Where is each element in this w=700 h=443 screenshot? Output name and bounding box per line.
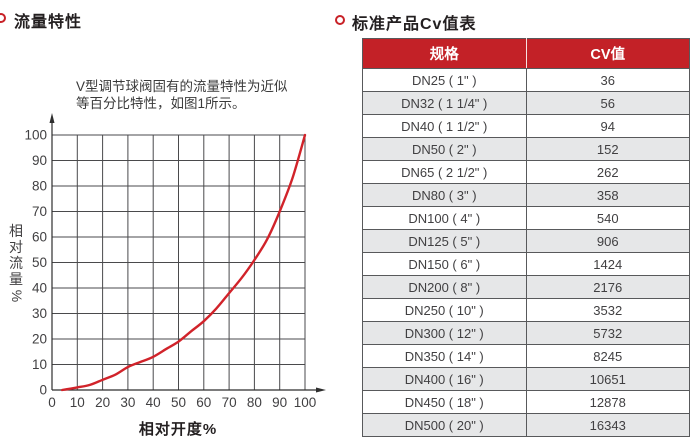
- spec-column-header: 规格: [362, 38, 526, 69]
- svg-text:10: 10: [70, 395, 85, 410]
- svg-text:90: 90: [272, 395, 287, 410]
- table-row: DN50 ( 2" ) 152: [362, 137, 690, 161]
- chart-grid: [51, 134, 306, 391]
- svg-text:60: 60: [196, 395, 211, 410]
- table-row: DN40 ( 1 1/2" ) 94: [362, 114, 690, 138]
- table-row: DN400 ( 16" ) 10651: [362, 367, 690, 391]
- spec-cell: DN300 ( 12" ): [362, 321, 527, 345]
- table-row: DN250 ( 10" ) 3532: [362, 298, 690, 322]
- table-row: DN200 ( 8" ) 2176: [362, 275, 690, 299]
- cv-column-header: CV值: [525, 38, 690, 69]
- chart-axes: [51, 122, 318, 391]
- svg-text:70: 70: [222, 395, 237, 410]
- table-row: DN450 ( 18" ) 12878: [362, 390, 690, 414]
- table-row: DN25 ( 1" ) 36: [362, 68, 690, 92]
- svg-text:80: 80: [247, 395, 262, 410]
- svg-text:100: 100: [294, 395, 317, 410]
- x-axis-label: 相对开度%: [139, 420, 217, 438]
- chart-annotation: V型调节球阀固有的流量特性为近似 等百分比特性，如图1所示。: [76, 79, 288, 112]
- cv-cell: 8245: [525, 344, 690, 368]
- x-axis-arrow-icon: [316, 387, 326, 393]
- cv-cell: 16343: [525, 413, 690, 437]
- flow-characteristic-title: 流量特性: [14, 14, 83, 31]
- chart-annotation-line1: V型调节球阀固有的流量特性为近似: [76, 79, 288, 94]
- cv-cell: 906: [525, 229, 690, 253]
- svg-text:流: 流: [9, 255, 23, 271]
- svg-text:相: 相: [9, 223, 23, 239]
- table-row: DN125 ( 5" ) 906: [362, 229, 690, 253]
- chart-annotation-line2: 等百分比特性，如图1所示。: [76, 95, 246, 111]
- spec-cell: DN32 ( 1 1/4" ): [362, 91, 527, 115]
- table-row: DN350 ( 14" ) 8245: [362, 344, 690, 368]
- svg-text:70: 70: [32, 204, 47, 219]
- cv-table-title: 标准产品Cv值表: [352, 16, 477, 33]
- table-row: DN300 ( 12" ) 5732: [362, 321, 690, 345]
- section-bullet-icon: [335, 15, 345, 25]
- svg-text:20: 20: [95, 395, 110, 410]
- cv-cell: 5732: [525, 321, 690, 345]
- svg-text:80: 80: [32, 179, 47, 194]
- svg-text:50: 50: [171, 395, 186, 410]
- section-bullet-icon: [0, 13, 6, 23]
- table-row: DN65 ( 2 1/2" ) 262: [362, 160, 690, 184]
- svg-text:40: 40: [146, 395, 161, 410]
- table-row: DN80 ( 3" ) 358: [362, 183, 690, 207]
- y-axis-arrow-icon: [49, 113, 55, 123]
- spec-cell: DN80 ( 3" ): [362, 183, 527, 207]
- table-row: DN32 ( 1 1/4" ) 56: [362, 91, 690, 115]
- spec-cell: DN40 ( 1 1/2" ): [362, 114, 527, 138]
- svg-text:20: 20: [32, 332, 47, 347]
- table-row: DN100 ( 4" ) 540: [362, 206, 690, 230]
- cv-cell: 152: [525, 137, 690, 161]
- table-row: DN500 ( 20" ) 16343: [362, 413, 690, 437]
- cv-cell: 358: [525, 183, 690, 207]
- spec-cell: DN200 ( 8" ): [362, 275, 527, 299]
- flow-characteristic-chart: 0 10 20 30 40 50 60 70 80 90 100 0 10 20 30 40 50 60 70 80 9…: [9, 113, 326, 438]
- svg-text:60: 60: [32, 230, 47, 245]
- cv-cell: 2176: [525, 275, 690, 299]
- spec-cell: DN50 ( 2" ): [362, 137, 527, 161]
- cv-cell: 36: [525, 68, 690, 92]
- cv-cell: 540: [525, 206, 690, 230]
- spec-cell: DN125 ( 5" ): [362, 229, 527, 253]
- spec-cell: DN400 ( 16" ): [362, 367, 527, 391]
- cv-cell: 262: [525, 160, 690, 184]
- cv-cell: 10651: [525, 367, 690, 391]
- svg-text:40: 40: [32, 281, 47, 296]
- cv-cell: 3532: [525, 298, 690, 322]
- spec-cell: DN100 ( 4" ): [362, 206, 527, 230]
- cv-cell: 1424: [525, 252, 690, 276]
- svg-text:%: %: [9, 290, 25, 302]
- cv-cell: 12878: [525, 390, 690, 414]
- svg-text:100: 100: [24, 128, 47, 143]
- svg-text:0: 0: [39, 383, 47, 398]
- svg-text:10: 10: [32, 357, 47, 372]
- spec-cell: DN500 ( 20" ): [362, 413, 527, 437]
- svg-text:量: 量: [9, 271, 23, 287]
- svg-text:30: 30: [120, 395, 135, 410]
- spec-cell: DN350 ( 14" ): [362, 344, 527, 368]
- cv-cell: 56: [525, 91, 690, 115]
- spec-cell: DN250 ( 10" ): [362, 298, 527, 322]
- spec-cell: DN450 ( 18" ): [362, 390, 527, 414]
- spec-cell: DN65 ( 2 1/2" ): [362, 160, 527, 184]
- svg-text:0: 0: [48, 395, 56, 410]
- table-row: DN150 ( 6" ) 1424: [362, 252, 690, 276]
- svg-text:30: 30: [32, 306, 47, 321]
- svg-text:对: 对: [9, 239, 23, 255]
- cv-value-table: 规格 CV值 DN25 ( 1" ) 36 DN32 ( 1 1/4" ) 56 DN4…: [362, 38, 690, 437]
- table-header-row: 规格 CV值: [362, 38, 690, 69]
- spec-cell: DN25 ( 1" ): [362, 68, 527, 92]
- spec-cell: DN150 ( 6" ): [362, 252, 527, 276]
- x-tick-labels: 0 10 20 30 40 50 60 70 80 90 100: [48, 395, 316, 410]
- cv-cell: 94: [525, 114, 690, 138]
- y-tick-labels: 0 10 20 30 40 50 60 70 80 90 100: [24, 128, 47, 398]
- svg-text:90: 90: [32, 153, 47, 168]
- svg-text:50: 50: [32, 255, 47, 270]
- flow-curve: [60, 133, 307, 392]
